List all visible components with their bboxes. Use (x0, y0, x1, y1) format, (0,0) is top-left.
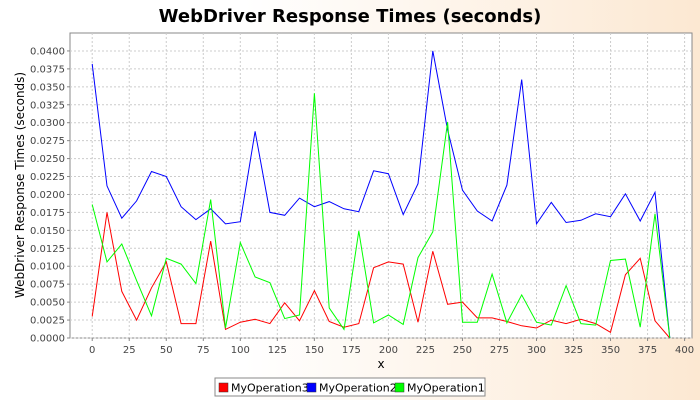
legend-swatch (218, 382, 229, 393)
tick-layer: 0.0000 0.0025 0.0050 0.0075 0.0100 0.0125 0.01… (30, 46, 694, 356)
x-tick-label: 0 (89, 345, 95, 356)
y-tick-label: 0.0350 (30, 82, 65, 93)
y-tick-label: 0.0125 (30, 244, 65, 255)
x-tick-label: 200 (379, 345, 398, 356)
legend-swatch (306, 382, 317, 393)
y-tick-label: 0.0275 (30, 136, 65, 147)
y-tick-label: 0.0175 (30, 208, 65, 219)
x-axis-title: x (377, 357, 384, 371)
series-layer (91, 50, 671, 339)
legend-label: MyOperation2 (319, 382, 397, 395)
legend-label: MyOperation1 (407, 382, 485, 395)
y-tick-label: 0.0325 (30, 100, 65, 111)
legend-box (214, 377, 486, 397)
x-tick-label: 300 (527, 345, 546, 356)
y-tick-label: 0.0375 (30, 64, 65, 75)
x-tick-label: 75 (197, 345, 210, 356)
x-tick-label: 25 (123, 345, 136, 356)
series-line-myoperation1 (91, 93, 671, 339)
x-tick-label: 225 (416, 345, 435, 356)
y-tick-label: 0.0075 (30, 280, 65, 291)
grid-layer (70, 33, 692, 339)
y-tick-label: 0.0000 (30, 334, 65, 345)
series-line-myoperation2 (91, 50, 671, 339)
y-tick-label: 0.0200 (30, 190, 65, 201)
x-tick-label: 125 (268, 345, 287, 356)
legend-items: MyOperation3 MyOperation2 MyOperation1 (218, 382, 485, 395)
legend-label: MyOperation3 (231, 382, 309, 395)
plot-area (69, 32, 693, 339)
y-tick-label: 0.0050 (30, 298, 65, 309)
x-tick-label: 175 (342, 345, 361, 356)
legend: MyOperation3 MyOperation2 MyOperation1 (214, 377, 486, 397)
x-tick-label: 350 (601, 345, 620, 356)
x-tick-label: 375 (638, 345, 657, 356)
y-tick-label: 0.0400 (30, 46, 65, 57)
x-tick-label: 275 (490, 345, 509, 356)
x-tick-label: 400 (675, 345, 694, 356)
chart-title: WebDriver Response Times (seconds) (159, 6, 542, 27)
y-tick-label: 0.0025 (30, 316, 65, 327)
series-line-myoperation3 (91, 212, 671, 339)
y-tick-label: 0.0100 (30, 262, 65, 273)
y-tick-label: 0.0225 (30, 172, 65, 183)
x-tick-label: 100 (231, 345, 250, 356)
x-tick-label: 325 (564, 345, 583, 356)
y-tick-label: 0.0300 (30, 118, 65, 129)
x-tick-label: 150 (305, 345, 324, 356)
x-tick-label: 50 (160, 345, 173, 356)
y-tick-label: 0.0250 (30, 154, 65, 165)
y-tick-label: 0.0150 (30, 226, 65, 237)
y-axis-title: WebDriver Response Times (seconds) (13, 72, 27, 298)
legend-swatch (394, 382, 405, 393)
x-tick-label: 250 (453, 345, 472, 356)
